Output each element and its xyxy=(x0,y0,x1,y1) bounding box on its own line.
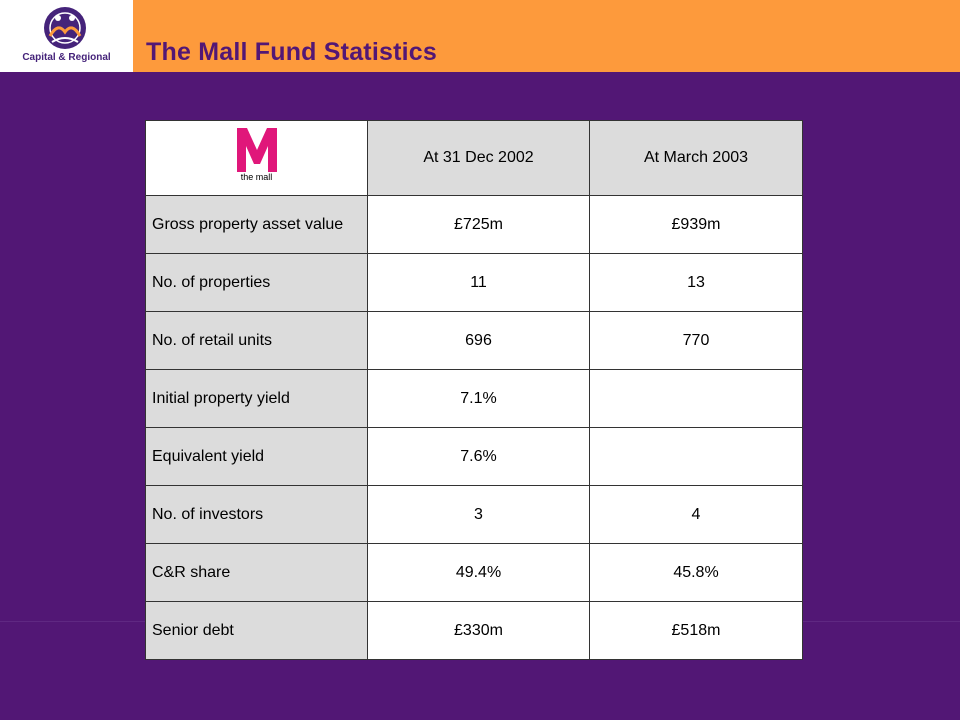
cell-dec2002: £725m xyxy=(367,195,590,254)
table-row: C&R share 49.4% 45.8% xyxy=(145,543,803,602)
table-row: No. of properties 11 13 xyxy=(145,253,803,312)
table-row: No. of retail units 696 770 xyxy=(145,311,803,370)
the-mall-logo-text: the mall xyxy=(240,171,273,182)
cell-mar2003 xyxy=(589,369,803,428)
company-logo: Capital & Regional xyxy=(0,0,133,72)
table-row: Senior debt £330m £518m xyxy=(145,601,803,660)
row-label: Equivalent yield xyxy=(145,427,368,486)
header-bar xyxy=(0,0,960,72)
row-label: No. of properties xyxy=(145,253,368,312)
row-label: Senior debt xyxy=(145,601,368,660)
page-title: The Mall Fund Statistics xyxy=(146,38,437,66)
fund-statistics-table: the mall At 31 Dec 2002 At March 2003 Gr… xyxy=(145,120,803,660)
row-label: No. of investors xyxy=(145,485,368,544)
table-row: Gross property asset value £725m £939m xyxy=(145,195,803,254)
row-label: No. of retail units xyxy=(145,311,368,370)
cell-mar2003: £939m xyxy=(589,195,803,254)
row-label: Initial property yield xyxy=(145,369,368,428)
cell-dec2002: 696 xyxy=(367,311,590,370)
cell-mar2003: 13 xyxy=(589,253,803,312)
table-row: No. of investors 3 4 xyxy=(145,485,803,544)
cell-mar2003: 45.8% xyxy=(589,543,803,602)
cell-mar2003: 4 xyxy=(589,485,803,544)
cell-dec2002: 3 xyxy=(367,485,590,544)
cell-dec2002: £330m xyxy=(367,601,590,660)
cell-mar2003 xyxy=(589,427,803,486)
cell-dec2002: 11 xyxy=(367,253,590,312)
cell-dec2002: 7.1% xyxy=(367,369,590,428)
cell-dec2002: 7.6% xyxy=(367,427,590,486)
column-header-mar2003: At March 2003 xyxy=(589,120,803,196)
row-label: C&R share xyxy=(145,543,368,602)
capital-regional-logo-icon xyxy=(40,6,90,52)
cell-dec2002: 49.4% xyxy=(367,543,590,602)
table-header-row: the mall At 31 Dec 2002 At March 2003 xyxy=(145,120,803,196)
cell-mar2003: £518m xyxy=(589,601,803,660)
row-label: Gross property asset value xyxy=(145,195,368,254)
table-row: Initial property yield 7.1% xyxy=(145,369,803,428)
the-mall-logo-icon: the mall xyxy=(235,127,279,184)
table-row: Equivalent yield 7.6% xyxy=(145,427,803,486)
cell-mar2003: 770 xyxy=(589,311,803,370)
company-logo-text: Capital & Regional xyxy=(22,52,111,63)
column-header-dec2002: At 31 Dec 2002 xyxy=(367,120,590,196)
mall-logo-cell: the mall xyxy=(145,120,368,196)
